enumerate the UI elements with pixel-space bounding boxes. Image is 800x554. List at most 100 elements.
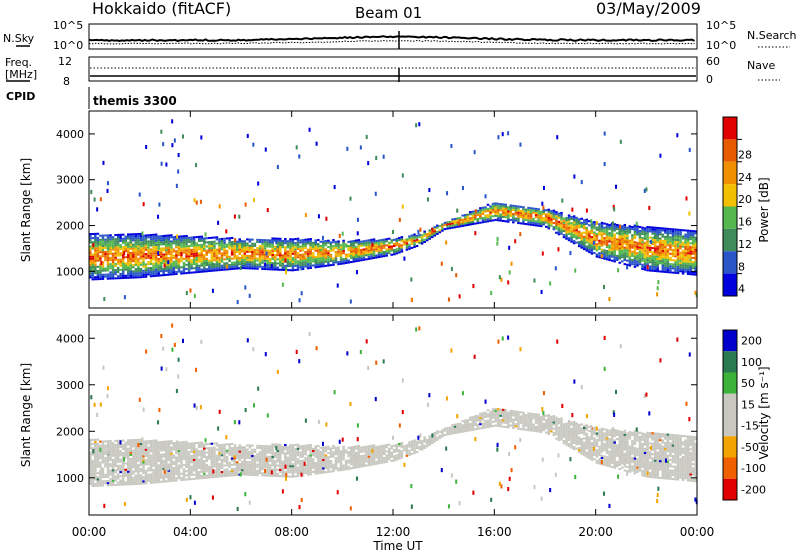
scatter-cell	[94, 455, 97, 458]
scatter-cell	[124, 456, 127, 459]
scatter-cell	[213, 475, 216, 479]
scatter-cell	[139, 249, 143, 252]
scatter-cell	[134, 443, 138, 446]
scatter-cell	[258, 467, 262, 470]
scatter-cell	[598, 256, 601, 259]
scatter-cell	[162, 253, 165, 256]
scatter-cell	[309, 460, 312, 463]
scatter-cell	[203, 455, 206, 459]
scatter-cell	[203, 239, 206, 242]
scatter-cell	[605, 227, 609, 230]
scatter-cell	[170, 471, 173, 474]
scatter-cell	[382, 238, 386, 241]
scatter-cell	[603, 162, 606, 167]
scatter-cell	[96, 255, 100, 258]
scatter-cell	[114, 452, 117, 455]
scatter-cell	[577, 220, 581, 223]
scatter-cell	[276, 445, 279, 448]
scatter-cell	[116, 458, 120, 461]
scatter-cell	[329, 451, 333, 454]
scatter-cell	[172, 273, 176, 276]
scatter-cell	[382, 240, 386, 243]
scatter-cell	[615, 246, 619, 249]
scatter-cell	[669, 248, 672, 251]
scatter-cell	[385, 252, 388, 255]
scatter-cell	[664, 252, 667, 257]
scatter-cell	[213, 442, 216, 445]
scatter-cell	[344, 243, 348, 246]
scatter-cell	[474, 231, 477, 236]
scatter-cell	[132, 449, 135, 452]
scatter-cell	[555, 223, 558, 226]
scatter-cell	[281, 242, 285, 245]
scatter-cell	[225, 462, 229, 465]
scatter-cell	[603, 249, 606, 252]
scatter-cell	[517, 205, 520, 208]
scatter-cell	[152, 456, 155, 459]
scatter-cell	[329, 257, 333, 261]
scatter-cell	[251, 444, 254, 447]
scatter-cell	[643, 243, 647, 246]
scatter-cell	[215, 475, 219, 478]
scatter-cell	[555, 225, 558, 228]
scatter-cell	[367, 449, 371, 452]
scatter-cell	[626, 259, 629, 262]
scatter-cell	[653, 259, 657, 262]
scatter-cell	[253, 197, 256, 203]
scatter-cell	[289, 458, 292, 461]
scatter-cell	[322, 244, 325, 247]
scatter-cell	[91, 259, 95, 262]
scatter-cell	[149, 441, 153, 445]
scatter-cell	[631, 225, 634, 229]
power-ylabel: Slant Range [km]	[19, 158, 33, 262]
scatter-cell	[215, 261, 219, 264]
scatter-cell	[638, 244, 642, 247]
scatter-cell	[689, 229, 692, 232]
scatter-cell	[641, 228, 644, 231]
scatter-cell	[220, 256, 224, 259]
scatter-cell	[99, 265, 102, 268]
scatter-cell	[621, 252, 624, 255]
scatter-cell	[220, 268, 224, 271]
scatter-cell	[129, 476, 133, 479]
scatter-cell	[296, 243, 300, 246]
scatter-cell	[380, 459, 383, 462]
scatter-cell	[524, 208, 528, 211]
scatter-cell	[296, 268, 300, 271]
scatter-cell	[339, 262, 343, 265]
scatter-cell	[230, 257, 234, 260]
scatter-cell	[507, 218, 510, 221]
scatter-cell	[175, 466, 178, 469]
scatter-cell	[593, 223, 596, 226]
scatter-cell	[116, 483, 120, 486]
scatter-cell	[593, 251, 596, 255]
scatter-cell	[603, 230, 606, 233]
scatter-cell	[139, 274, 143, 277]
scatter-cell	[119, 454, 122, 457]
scatter-cell	[600, 228, 604, 231]
scatter-cell	[104, 240, 107, 243]
scatter-cell	[362, 446, 366, 449]
scatter-cell	[234, 238, 237, 243]
scatter-cell	[276, 252, 279, 255]
scatter-cell	[96, 465, 100, 468]
scatter-cell	[661, 268, 665, 271]
scatter-cell	[251, 259, 254, 262]
scatter-cell	[213, 259, 216, 262]
scatter-cell	[230, 253, 234, 256]
scatter-cell	[266, 266, 269, 269]
scatter-cell	[101, 253, 105, 256]
scatter-cell	[258, 255, 262, 258]
scatter-cell	[273, 451, 277, 454]
scatter-cell	[301, 472, 305, 475]
scatter-cell	[208, 476, 211, 479]
scatter-cell	[671, 263, 675, 266]
scatter-cell	[294, 268, 297, 272]
scatter-cell	[395, 250, 399, 253]
scatter-cell	[187, 453, 191, 456]
scatter-cell	[101, 473, 105, 477]
scatter-cell	[124, 247, 127, 251]
scatter-cell	[223, 456, 226, 459]
scatter-cell	[203, 476, 206, 479]
scatter-cell	[165, 234, 168, 237]
